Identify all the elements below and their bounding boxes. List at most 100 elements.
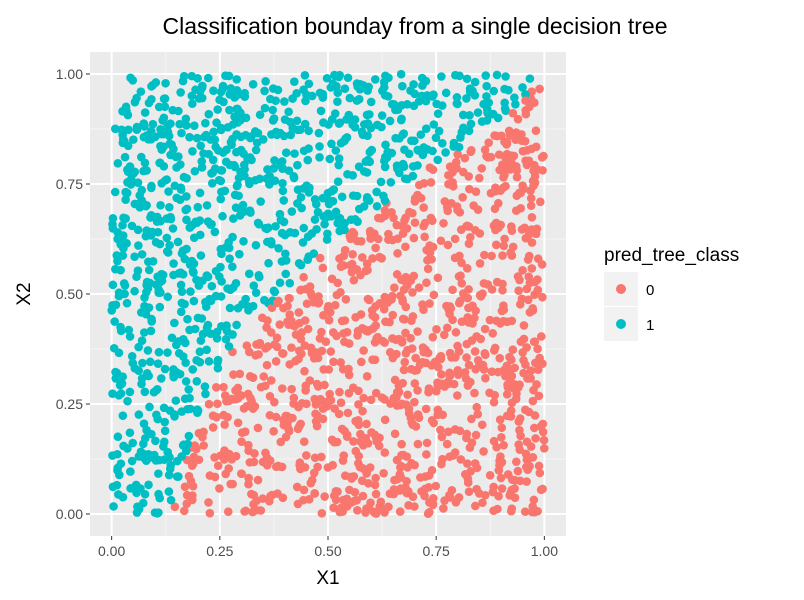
point-class-0 xyxy=(462,353,471,362)
point-class-0 xyxy=(329,357,338,367)
point-class-1 xyxy=(441,148,450,157)
point-class-0 xyxy=(484,138,493,147)
point-class-1 xyxy=(292,116,302,126)
point-class-1 xyxy=(279,131,289,141)
point-class-0 xyxy=(530,98,539,108)
point-class-0 xyxy=(386,399,395,408)
point-class-1 xyxy=(274,243,283,253)
point-class-0 xyxy=(371,509,381,518)
point-class-1 xyxy=(108,389,117,398)
point-class-1 xyxy=(133,225,143,235)
point-class-0 xyxy=(235,369,245,379)
point-class-1 xyxy=(181,377,191,386)
point-class-1 xyxy=(280,115,290,124)
point-class-1 xyxy=(144,265,154,275)
point-class-1 xyxy=(193,408,202,417)
point-class-1 xyxy=(108,451,117,460)
point-class-1 xyxy=(223,284,232,293)
point-class-0 xyxy=(421,345,430,355)
point-class-1 xyxy=(193,313,203,323)
point-class-0 xyxy=(494,466,504,475)
point-class-0 xyxy=(475,259,485,268)
point-class-0 xyxy=(427,255,436,264)
point-class-1 xyxy=(438,139,447,148)
point-class-1 xyxy=(125,387,135,397)
point-class-1 xyxy=(465,111,474,120)
point-class-1 xyxy=(511,100,520,109)
point-class-1 xyxy=(410,136,419,146)
point-class-0 xyxy=(262,453,272,462)
point-class-1 xyxy=(147,181,156,191)
point-class-1 xyxy=(191,85,200,95)
point-class-0 xyxy=(480,324,490,334)
point-class-0 xyxy=(480,490,490,500)
point-class-1 xyxy=(432,99,441,109)
chart-title: Classification bounday from a single dec… xyxy=(163,13,668,39)
point-class-0 xyxy=(322,397,331,407)
point-class-0 xyxy=(431,481,441,491)
y-tick-label: 0.50 xyxy=(56,286,83,302)
point-class-1 xyxy=(187,71,197,81)
point-class-1 xyxy=(121,187,130,197)
point-class-0 xyxy=(515,425,524,435)
point-class-1 xyxy=(244,176,254,186)
point-class-0 xyxy=(383,502,393,512)
point-class-0 xyxy=(508,345,518,355)
point-class-1 xyxy=(187,256,197,266)
point-class-0 xyxy=(371,243,380,253)
point-class-1 xyxy=(113,466,122,475)
point-class-0 xyxy=(478,498,487,508)
point-class-0 xyxy=(324,316,334,325)
point-class-1 xyxy=(366,97,376,107)
point-class-0 xyxy=(442,439,452,449)
point-class-0 xyxy=(380,338,389,347)
point-class-0 xyxy=(442,323,452,333)
point-class-0 xyxy=(328,460,338,470)
point-class-0 xyxy=(362,419,371,429)
point-class-0 xyxy=(279,303,288,313)
point-class-0 xyxy=(445,171,454,180)
point-class-1 xyxy=(416,130,426,139)
point-class-0 xyxy=(417,487,426,496)
point-class-1 xyxy=(116,326,126,336)
point-class-0 xyxy=(255,340,264,349)
point-class-0 xyxy=(376,497,386,507)
point-class-1 xyxy=(108,482,118,492)
point-class-1 xyxy=(153,272,162,281)
point-class-0 xyxy=(284,293,294,303)
point-class-1 xyxy=(241,294,250,304)
y-tick-label: 1.00 xyxy=(56,66,83,82)
point-class-0 xyxy=(371,321,381,330)
point-class-1 xyxy=(255,110,265,120)
point-class-0 xyxy=(278,493,288,503)
point-class-1 xyxy=(126,484,135,493)
point-class-0 xyxy=(379,304,389,314)
point-class-0 xyxy=(487,251,496,261)
point-class-0 xyxy=(390,429,400,439)
point-class-1 xyxy=(177,287,187,297)
point-class-1 xyxy=(170,412,179,421)
point-class-1 xyxy=(449,138,459,148)
point-class-0 xyxy=(463,313,473,322)
point-class-0 xyxy=(444,427,453,437)
point-class-1 xyxy=(404,149,414,159)
point-class-0 xyxy=(332,290,342,300)
point-class-0 xyxy=(368,254,377,263)
point-class-1 xyxy=(111,264,120,274)
data-points xyxy=(107,69,549,518)
point-class-1 xyxy=(335,70,345,80)
point-class-0 xyxy=(253,423,263,433)
point-class-0 xyxy=(310,488,319,498)
point-class-1 xyxy=(195,216,205,225)
point-class-1 xyxy=(147,95,156,104)
point-class-0 xyxy=(451,328,461,337)
point-class-1 xyxy=(212,118,221,127)
point-class-0 xyxy=(526,366,536,376)
point-class-1 xyxy=(221,71,230,80)
point-class-0 xyxy=(340,337,349,347)
point-class-1 xyxy=(196,141,206,151)
point-class-0 xyxy=(357,236,366,246)
point-class-1 xyxy=(335,226,344,236)
point-class-0 xyxy=(499,164,509,174)
